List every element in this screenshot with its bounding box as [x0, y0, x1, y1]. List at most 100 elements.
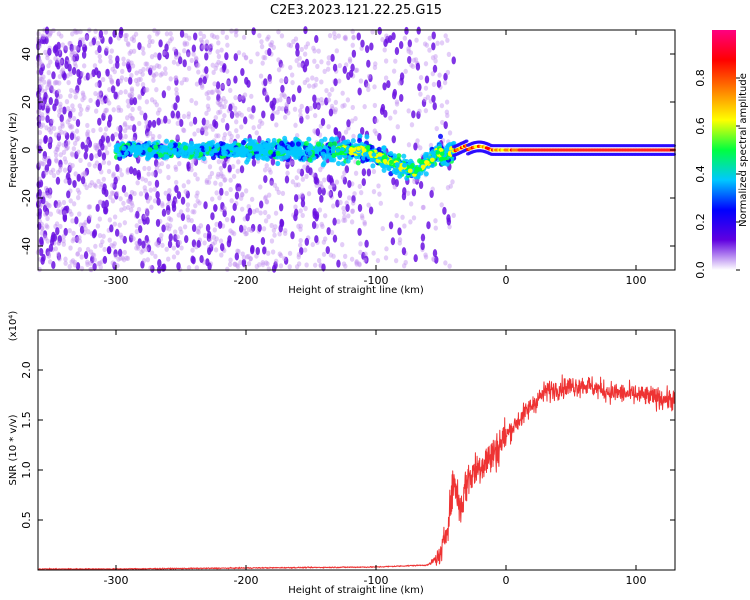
spectrogram-cell [131, 136, 136, 143]
spectrogram-cell [229, 133, 234, 139]
spectrogram-cell [37, 129, 43, 136]
spectrogram-cell [203, 126, 209, 132]
spectrogram-cell [328, 252, 334, 258]
spectrogram-cell [93, 28, 98, 34]
spectrogram-cell [64, 61, 69, 70]
spectrogram-cell [211, 69, 216, 76]
spectrogram-cell [343, 34, 348, 40]
spectrogram-cell [206, 89, 211, 96]
spectrogram-cell [298, 226, 303, 232]
spectrogram-cell [266, 266, 272, 272]
spectrogram-cell [210, 89, 216, 95]
spectrogram-cell [401, 263, 407, 269]
spectrogram-cell [70, 258, 76, 264]
spectrogram-cell [145, 208, 150, 217]
spectrogram-cell [402, 35, 408, 41]
spectrogram-cell [195, 176, 200, 182]
spectrogram-cell [312, 128, 317, 134]
spectrogram-cell [74, 128, 80, 134]
spectrogram-cell [263, 218, 269, 224]
spectrogram-cell [75, 118, 81, 127]
spectrogram-cell [293, 208, 299, 217]
spectrogram-cell [424, 160, 430, 165]
spectrogram-cell [125, 41, 131, 47]
spectrogram-cell [222, 160, 227, 169]
spectrogram-cell [56, 203, 61, 209]
snr-frame [37, 329, 676, 571]
x-tick-label: 100 [626, 274, 647, 287]
spectrogram-cell [319, 79, 324, 85]
spectrogram-cell [356, 146, 361, 151]
spectrogram-cell [347, 180, 352, 189]
spectrogram-cell [293, 182, 299, 188]
spectrogram-cell [285, 170, 290, 176]
spectrogram-cell [151, 65, 157, 71]
spectrogram-cell [128, 112, 133, 119]
spectrogram-cell [153, 153, 159, 159]
spectrogram-cell [276, 57, 281, 63]
spectrogram-cell [267, 167, 272, 173]
spectrogram-cell [380, 225, 385, 232]
spectrogram-cell [204, 124, 209, 130]
spectrogram-cell [204, 110, 209, 116]
spectrogram-cell [362, 104, 367, 110]
spectrogram-cell [97, 58, 103, 64]
spectrogram-cell [340, 103, 345, 109]
spectrogram-cell [191, 44, 197, 53]
spectrogram-cell [368, 74, 373, 83]
spectrogram-cell [212, 239, 218, 246]
spectrogram-cell [145, 257, 151, 263]
spectrogram-cell [200, 44, 206, 50]
spectrogram-cell [163, 70, 168, 76]
spectrogram-cell [118, 232, 124, 238]
spectrogram-cell [68, 110, 73, 119]
spectrogram-cell [227, 261, 233, 268]
spectrogram-cell [54, 80, 60, 86]
spectrogram-cell [314, 35, 319, 44]
spectrogram-cell [51, 71, 56, 80]
spectrogram-cell [71, 201, 77, 207]
spectrogram-cell [40, 115, 45, 121]
spectrogram-cell [73, 51, 78, 57]
spectrogram-cell [63, 178, 68, 184]
spectrogram-cell [185, 214, 191, 220]
spectrogram-cell [434, 125, 439, 132]
spectrogram-cell [216, 110, 221, 116]
spectrogram-cell [39, 62, 45, 68]
spectrogram-cell [180, 196, 186, 205]
spectrogram-cell [420, 164, 426, 170]
spectrogram-cell [442, 80, 448, 86]
spectrogram-cell [190, 247, 195, 253]
spectrogram-cell [63, 139, 69, 148]
spectrogram-cell [61, 241, 67, 247]
spectrogram-cell [194, 63, 200, 69]
spectrogram-cell [429, 157, 435, 162]
spectrogram-cell [402, 163, 407, 168]
spectrogram-cell [58, 93, 63, 99]
snr-y-ticks: 0.51.01.52.0 [20, 361, 675, 529]
spectrogram-cell [417, 108, 422, 114]
spectrogram-cell [103, 29, 109, 35]
spectrogram-cell [286, 42, 291, 48]
spectrogram-cell [171, 254, 177, 260]
spectrogram-cell [114, 190, 120, 197]
spectrogram-cell [45, 215, 50, 222]
spectrogram-cell [122, 120, 128, 127]
spectrogram-cell [386, 80, 391, 89]
spectrogram-cell [68, 245, 73, 251]
spectrogram-cell [258, 118, 263, 124]
spectrogram-cell [304, 58, 310, 67]
spectrogram-cell [51, 261, 56, 270]
spectrogram-cell [372, 102, 378, 109]
spectrogram-cell [123, 33, 128, 39]
spectrogram-cell [394, 101, 400, 107]
spectrogram-cell [121, 200, 126, 206]
spectrogram-cell [279, 78, 284, 84]
spectrogram-cell [262, 195, 268, 201]
spectrogram-cell [57, 141, 62, 147]
spectrogram-cell [286, 96, 291, 105]
spectrogram-cell [68, 165, 73, 171]
spectrogram-cell [194, 56, 199, 62]
spectrogram-cell [369, 42, 374, 51]
spectrogram-cell [332, 141, 338, 147]
